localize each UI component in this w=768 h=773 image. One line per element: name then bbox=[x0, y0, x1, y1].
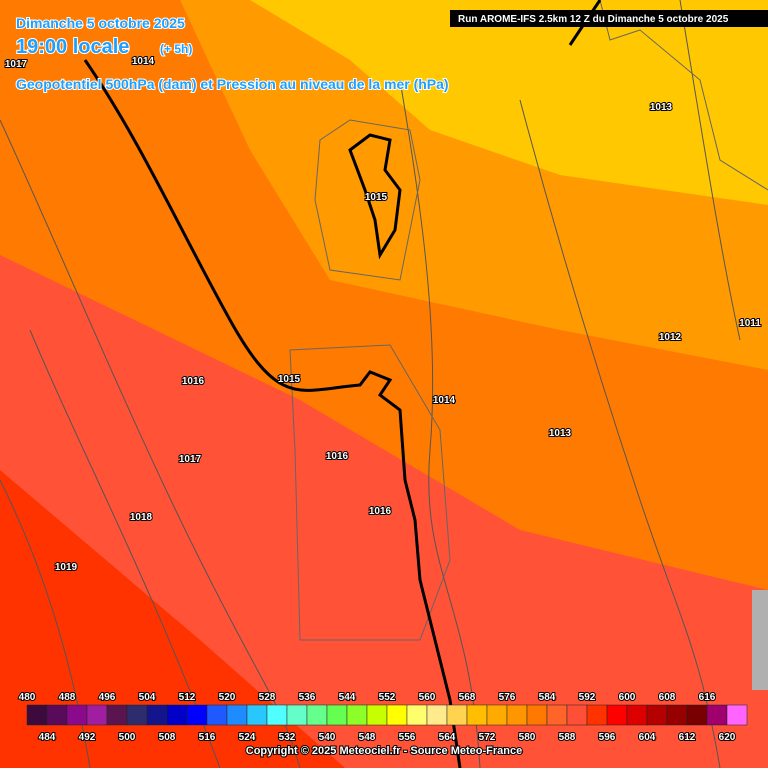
colorbar-swatch bbox=[726, 704, 748, 726]
colorbar-label: 540 bbox=[319, 732, 336, 743]
colorbar-label: 576 bbox=[499, 692, 516, 703]
isobar-label: 1011 bbox=[739, 318, 761, 329]
isobar-label: 1012 bbox=[659, 332, 682, 343]
colorbar-label: 524 bbox=[239, 732, 256, 743]
colorbar-swatch bbox=[606, 704, 628, 726]
colorbar-swatch bbox=[346, 704, 368, 726]
colorbar-swatch bbox=[106, 704, 128, 726]
colorbar-label: 612 bbox=[679, 732, 696, 743]
colorbar-swatch bbox=[26, 704, 48, 726]
colorbar-swatch bbox=[406, 704, 428, 726]
colorbar-label: 504 bbox=[139, 692, 156, 703]
colorbar-label: 536 bbox=[299, 692, 316, 703]
colorbar-swatch bbox=[566, 704, 588, 726]
colorbar-label: 496 bbox=[99, 692, 116, 703]
colorbar-swatch bbox=[706, 704, 728, 726]
colorbar-label: 596 bbox=[599, 732, 616, 743]
date: Dimanche 5 octobre 2025 bbox=[16, 15, 185, 31]
colorbar-swatch bbox=[286, 704, 308, 726]
colorbar-swatch bbox=[166, 704, 188, 726]
colorbar-label: 544 bbox=[339, 692, 356, 703]
off-domain bbox=[752, 590, 768, 690]
colorbar-swatch bbox=[86, 704, 108, 726]
colorbar-label: 488 bbox=[59, 692, 76, 703]
isobar-label: 1015 bbox=[278, 374, 301, 385]
colorbar-swatch bbox=[326, 704, 348, 726]
colorbar-label: 584 bbox=[539, 692, 556, 703]
colorbar-label: 604 bbox=[639, 732, 656, 743]
isobar-label: 1018 bbox=[130, 512, 153, 523]
colorbar-label: 492 bbox=[79, 732, 96, 743]
isobar-label: 1015 bbox=[365, 192, 388, 203]
colorbar-swatch bbox=[206, 704, 228, 726]
colorbar-swatch bbox=[506, 704, 528, 726]
colorbar-label: 484 bbox=[39, 732, 56, 743]
band bbox=[250, 0, 768, 205]
colorbar-swatch bbox=[46, 704, 68, 726]
isobar-label: 1014 bbox=[132, 56, 155, 67]
colorbar-label: 600 bbox=[619, 692, 636, 703]
colorbar-label: 512 bbox=[179, 692, 196, 703]
colorbar-label: 608 bbox=[659, 692, 676, 703]
colorbar-swatch bbox=[526, 704, 548, 726]
colorbar-swatch bbox=[146, 704, 168, 726]
colorbar-swatch bbox=[646, 704, 668, 726]
colorbar-label: 528 bbox=[259, 692, 276, 703]
isobar-label: 1016 bbox=[326, 451, 349, 462]
colorbar-label: 520 bbox=[219, 692, 236, 703]
colorbar-label: 552 bbox=[379, 692, 396, 703]
colorbar-swatch bbox=[306, 704, 328, 726]
colorbar-label: 548 bbox=[359, 732, 376, 743]
colorbar-swatch bbox=[426, 704, 448, 726]
colorbar-swatch bbox=[586, 704, 608, 726]
colorbar-swatch bbox=[386, 704, 408, 726]
colorbar-label: 516 bbox=[199, 732, 216, 743]
colorbar-label: 508 bbox=[159, 732, 176, 743]
colorbar-swatch bbox=[446, 704, 468, 726]
isobar-label: 1016 bbox=[369, 506, 392, 517]
colorbar-label: 560 bbox=[419, 692, 436, 703]
colorbar-swatch bbox=[486, 704, 508, 726]
colorbar-label: 592 bbox=[579, 692, 596, 703]
isobar-label: 1016 bbox=[182, 376, 205, 387]
offset: (+ 5h) bbox=[160, 42, 192, 56]
isobar-label: 1013 bbox=[549, 428, 572, 439]
colorbar-label: 556 bbox=[399, 732, 416, 743]
isobar-label: 1017 bbox=[179, 454, 202, 465]
copyright: Copyright © 2025 Meteociel.fr - Source M… bbox=[246, 745, 522, 757]
colorbar-swatch bbox=[686, 704, 708, 726]
colorbar-swatch bbox=[366, 704, 388, 726]
colorbar-label: 616 bbox=[699, 692, 716, 703]
colorbar-swatch bbox=[626, 704, 648, 726]
colorbar-label: 564 bbox=[439, 732, 456, 743]
time: 19:00 locale bbox=[16, 36, 129, 58]
colorbar-swatch bbox=[186, 704, 208, 726]
colorbar-label: 532 bbox=[279, 732, 296, 743]
colorbar-label: 480 bbox=[19, 692, 36, 703]
isobar-label: 1019 bbox=[55, 562, 78, 573]
coastline bbox=[289, 0, 768, 641]
colorbar-swatch bbox=[466, 704, 488, 726]
isobars bbox=[0, 0, 741, 769]
isobar-label: 1013 bbox=[650, 102, 673, 113]
colorbar-label: 580 bbox=[519, 732, 536, 743]
colorbar-label: 568 bbox=[459, 692, 476, 703]
subtitle: Geopotentiel 500hPa (dam) et Pression au… bbox=[16, 76, 449, 92]
colorbar-swatch bbox=[66, 704, 88, 726]
colorbar-swatch bbox=[546, 704, 568, 726]
colorbar-swatch bbox=[126, 704, 148, 726]
colorbar-label: 572 bbox=[479, 732, 496, 743]
colorbar-label: 588 bbox=[559, 732, 576, 743]
colorbar-swatch bbox=[666, 704, 688, 726]
colorbar-swatch bbox=[266, 704, 288, 726]
run-box bbox=[450, 10, 768, 27]
isobar-label: 1017 bbox=[5, 59, 28, 70]
colorbar-label: 620 bbox=[719, 732, 736, 743]
run-info: Run AROME-IFS 2.5km 12 Z du Dimanche 5 o… bbox=[458, 14, 729, 25]
colorbar-label: 500 bbox=[119, 732, 136, 743]
colorbar-swatch bbox=[246, 704, 268, 726]
colorbar-swatch bbox=[226, 704, 248, 726]
isobar-label: 1014 bbox=[433, 395, 456, 406]
